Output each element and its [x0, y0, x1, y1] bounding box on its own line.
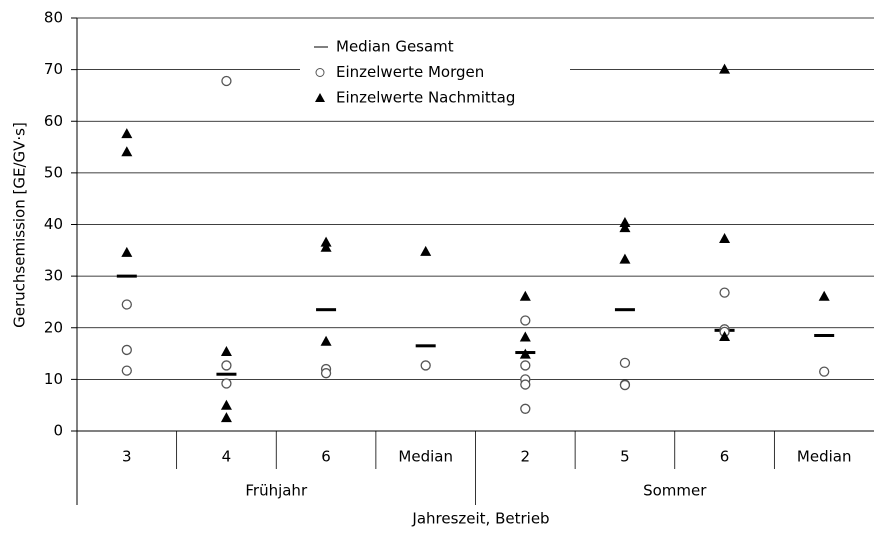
- x-tick-label: 2: [521, 448, 531, 466]
- median-mark: [116, 274, 137, 278]
- y-tick-label: 10: [44, 370, 63, 388]
- y-tick-label: 30: [44, 267, 63, 285]
- morning-point: [121, 344, 132, 356]
- median-mark: [814, 333, 835, 337]
- morning-point: [420, 360, 431, 371]
- afternoon-point: [519, 348, 531, 359]
- y-tick-label: 70: [44, 60, 63, 78]
- morning-point: [819, 366, 830, 377]
- afternoon-point: [719, 63, 731, 74]
- legend-label: Einzelwerte Nachmittag: [336, 89, 515, 107]
- afternoon-point: [121, 246, 133, 257]
- x-tick-label: Median: [797, 448, 852, 466]
- afternoon-point: [220, 399, 232, 410]
- morning-point: [121, 365, 132, 376]
- morning-point: [719, 287, 730, 298]
- y-axis-label: Geruchsemission [GE/GV·s]: [11, 122, 29, 328]
- morning-point: [221, 378, 232, 389]
- afternoon-point: [619, 253, 631, 264]
- afternoon-point: [818, 290, 830, 301]
- afternoon-point: [519, 290, 531, 301]
- x-tick-label: 6: [321, 448, 331, 466]
- legend-label: Einzelwerte Morgen: [336, 63, 484, 81]
- x-axis-label: Jahreszeit, Betrieb: [411, 510, 549, 528]
- morning-point: [520, 315, 531, 326]
- x-tick-label: Median: [398, 448, 453, 466]
- afternoon-point: [519, 331, 531, 342]
- group-label: Sommer: [643, 482, 707, 500]
- morning-point: [619, 379, 631, 391]
- group-label: Frühjahr: [245, 482, 308, 500]
- afternoon-point: [420, 245, 432, 256]
- median-mark: [216, 372, 237, 376]
- y-tick-label: 40: [44, 215, 63, 233]
- afternoon-point: [220, 346, 232, 357]
- morning-point: [121, 299, 132, 310]
- legend-symbol: [315, 93, 325, 102]
- y-tick-label: 20: [44, 318, 63, 336]
- afternoon-point: [619, 216, 631, 227]
- x-tick-label: 5: [620, 448, 630, 466]
- afternoon-point: [220, 412, 232, 423]
- legend-symbol: [315, 68, 325, 77]
- y-tick-label: 0: [53, 422, 63, 440]
- y-tick-label: 50: [44, 163, 63, 181]
- x-tick-label: 3: [122, 448, 132, 466]
- median-mark: [614, 308, 635, 312]
- y-tick-label: 80: [44, 9, 63, 27]
- morning-point: [520, 379, 531, 390]
- morning-point: [320, 368, 332, 379]
- morning-point: [520, 403, 531, 414]
- legend-label: Median Gesamt: [336, 38, 454, 56]
- afternoon-point: [719, 232, 731, 243]
- afternoon-point: [619, 222, 631, 233]
- y-tick-label: 60: [44, 112, 63, 130]
- afternoon-point: [320, 241, 332, 252]
- morning-point: [221, 75, 232, 87]
- afternoon-point: [121, 146, 133, 157]
- afternoon-point: [121, 128, 133, 139]
- morning-point: [221, 360, 232, 371]
- legend-box: [300, 33, 570, 111]
- median-mark: [415, 344, 436, 348]
- x-tick-label: 4: [222, 448, 232, 466]
- afternoon-point: [320, 335, 332, 346]
- morning-point: [619, 357, 631, 369]
- afternoon-point: [320, 236, 332, 247]
- afternoon-point: [719, 331, 731, 342]
- x-tick-label: 6: [720, 448, 730, 466]
- median-mark: [316, 308, 337, 312]
- morning-point: [520, 360, 531, 371]
